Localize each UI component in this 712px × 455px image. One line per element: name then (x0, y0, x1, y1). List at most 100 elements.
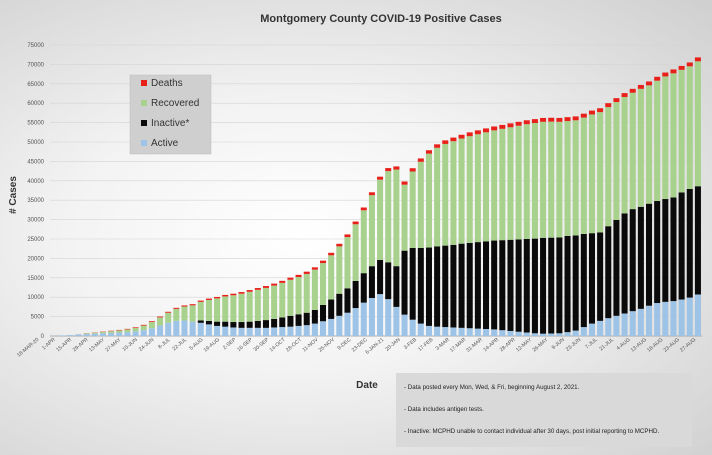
bar-segment-deaths (344, 234, 351, 238)
x-tick-label: 19-AUG (203, 337, 221, 354)
x-tick-label: 17-MAR (449, 337, 468, 354)
x-tick-label: 10-JUN (122, 337, 140, 353)
x-tick-label: 28-OCT (285, 336, 304, 353)
bar-segment-active (442, 327, 449, 336)
bar-segment-active (483, 329, 490, 336)
note-inactive-definition: - Inactive: MCPHD unable to contact indi… (404, 428, 660, 435)
legend-label: Inactive* (151, 118, 189, 129)
bar-segment-recovered (189, 305, 196, 322)
x-tick-label: 26-MAY (532, 337, 550, 354)
bar-segment-active (311, 323, 318, 336)
bar-segment-inactive (246, 321, 253, 328)
bar-segment-recovered (580, 117, 587, 234)
bar-segment-inactive (499, 240, 506, 331)
y-tick-label: 10000 (27, 295, 44, 301)
bar-segment-active (165, 322, 172, 336)
legend-label: Recovered (151, 98, 199, 109)
bar-segment-inactive (279, 317, 286, 328)
bar-segment-active (320, 321, 327, 336)
bar-segment-recovered (222, 296, 229, 322)
bar-segment-inactive (303, 312, 310, 326)
bar-segment-active (83, 334, 90, 336)
bar-segment-recovered (205, 299, 212, 321)
bar-segment-deaths (246, 290, 253, 292)
bar-segment-deaths (678, 65, 685, 70)
bar-segment-recovered (108, 331, 115, 333)
bar-segment-recovered (450, 141, 457, 245)
bar-segment-recovered (132, 327, 139, 332)
bar-segment-active (425, 325, 432, 336)
bar-segment-inactive (450, 244, 457, 328)
bar-segment-recovered (434, 147, 441, 247)
bar-segment-active (556, 333, 563, 336)
bar-segment-recovered (474, 134, 481, 243)
y-axis-label: # Cases (8, 176, 19, 214)
bar-segment-inactive (597, 232, 604, 321)
bar-segment-deaths (605, 103, 612, 108)
legend: Deaths Recovered Inactive* Active (129, 74, 212, 155)
note-antigen-tests: - Data includes antigen tests. (404, 406, 484, 413)
bar-segment-deaths (417, 158, 424, 162)
bar-segment-inactive (222, 321, 229, 327)
bar-segment-active (466, 328, 473, 336)
bar-segment-recovered (629, 92, 636, 210)
bar-segment-active (246, 327, 253, 336)
x-tick-label: 23-AUG (663, 337, 681, 354)
bar-segment-active (417, 323, 424, 336)
bar-segment-deaths (621, 93, 628, 97)
bar-segment-active (124, 332, 131, 336)
bar-segment-active (678, 299, 685, 336)
x-tick-label: 29-APR (72, 337, 90, 353)
bar-segment-inactive (262, 320, 269, 328)
legend-swatch (141, 120, 147, 126)
bar-segment-recovered (540, 121, 547, 238)
bar-segment-deaths (222, 294, 229, 297)
x-tick-label: 24-JUN (138, 337, 156, 353)
y-tick-label: 30000 (27, 218, 44, 224)
bar-segment-inactive (556, 237, 563, 334)
bar-segment-recovered (377, 179, 384, 260)
x-tick-label: 18-AUG (646, 337, 664, 354)
bar-segment-active (91, 333, 98, 336)
x-tick-label: 27-MAY (104, 337, 122, 354)
bar-segment-inactive (238, 322, 245, 328)
x-tick-label: 16-SEP (236, 337, 254, 353)
bar-segment-active (564, 332, 571, 336)
bar-segment-active (205, 324, 212, 336)
bar-segment-deaths (352, 221, 359, 225)
bar-segment-active (116, 332, 123, 336)
bar-segment-inactive (295, 314, 302, 326)
bar-segment-deaths (385, 168, 392, 172)
bar-segment-recovered (499, 128, 506, 241)
bar-segment-deaths (450, 137, 457, 142)
bar-segment-deaths (205, 298, 212, 300)
bar-segment-inactive (662, 199, 669, 302)
bar-segment-inactive (637, 206, 644, 309)
bar-segment-recovered (311, 269, 318, 311)
bar-segment-deaths (409, 168, 416, 172)
y-tick-label: 60000 (27, 101, 44, 107)
bar-segment-deaths (572, 116, 579, 121)
bar-segment-active (531, 333, 538, 336)
bar-segment-inactive (605, 226, 612, 319)
bar-segment-recovered (686, 66, 693, 189)
bar-segment-inactive (442, 245, 449, 328)
bar-segment-inactive (458, 243, 465, 328)
bar-segment-active (621, 313, 628, 336)
y-tick-label: 55000 (27, 121, 44, 127)
bar-segment-deaths (686, 62, 693, 67)
y-tick-label: 50000 (27, 140, 44, 146)
bar-segment-recovered (83, 333, 90, 335)
x-tick-label: 9-JUN (551, 337, 566, 351)
y-tick-label: 75000 (27, 43, 44, 49)
bar-segment-deaths (287, 277, 294, 280)
x-axis-label: Date (356, 380, 378, 391)
bar-segment-active (254, 327, 261, 336)
bar-segment-recovered (344, 237, 351, 289)
bar-segment-active (279, 327, 286, 336)
bar-segment-recovered (157, 317, 164, 326)
x-tick-label: 13-AUG (630, 337, 648, 354)
bar-segment-recovered (662, 76, 669, 200)
bar-segment-recovered (442, 143, 449, 246)
bar-segment-recovered (556, 121, 563, 238)
